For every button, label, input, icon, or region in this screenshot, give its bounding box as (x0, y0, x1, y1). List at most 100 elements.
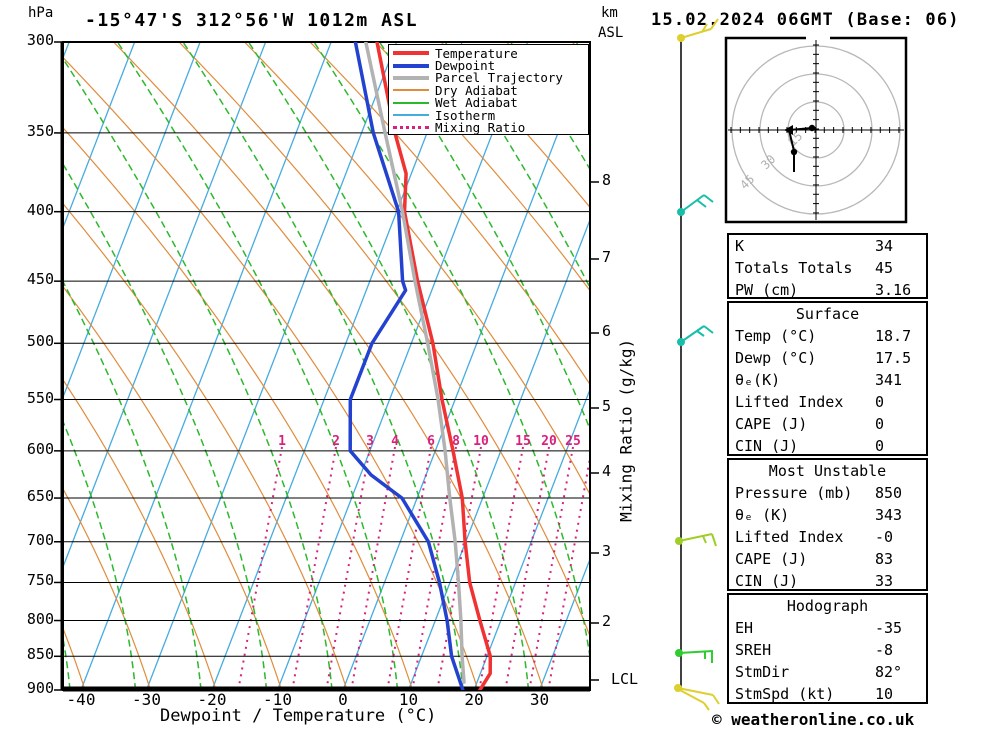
indices-table-surface: Surface Temp (°C) 18.7 Dewp (°C) 17.5 θₑ(K) 34… (727, 301, 928, 456)
isotherm-line (80, 42, 332, 690)
isotherm-line (342, 48, 590, 690)
wind-barb (702, 535, 707, 544)
table-title: Surface (795, 305, 860, 323)
dry-adiabat-line (178, 42, 590, 639)
legend-line-sample (393, 114, 429, 117)
temperature-tick-label: -20 (197, 690, 227, 709)
row-label: Dewp (°C) (735, 349, 817, 367)
legend-item: Dry Adiabat (393, 83, 588, 98)
temperature-tick-label: -10 (263, 690, 292, 709)
dry-adiabat-line (63, 285, 283, 690)
row-value: 0 (875, 393, 885, 411)
wet-adiabat-line (63, 162, 268, 690)
table-row: Dewp (°C) 17.5 (729, 347, 926, 369)
row-label: Totals Totals (735, 259, 853, 277)
wet-adiabat-line (182, 42, 464, 690)
pressure-tick-label: 650 (26, 487, 54, 506)
row-value: -8 (875, 641, 894, 659)
table-title: Hodograph (786, 597, 869, 615)
row-label: CAPE (J) (735, 550, 808, 568)
table-row: CIN (J) 0 (729, 435, 926, 457)
pressure-gridlines (54, 41, 590, 691)
wet-adiabat-line (313, 42, 590, 663)
legend-item: Mixing Ratio (393, 120, 588, 135)
pressure-axis-unit: hPa (28, 5, 54, 21)
row-value: 10 (875, 685, 894, 703)
row-value: 341 (875, 371, 903, 389)
row-label: Pressure (mb) (735, 484, 853, 502)
row-label: StmSpd (kt) (735, 685, 835, 703)
table-row: Temp (°C) 18.7 (729, 325, 926, 347)
pressure-tick-label: 900 (26, 679, 54, 697)
altitude-axis-unit: km (601, 5, 618, 21)
table-row: CAPE (J) 0 (729, 413, 926, 435)
legend-item-label: Temperature (435, 45, 518, 61)
legend-item-label: Parcel Trajectory (435, 70, 563, 86)
table-row: PW (cm) 3.16 (729, 279, 926, 301)
copyright-link[interactable]: © weatheronline.co.uk (712, 710, 915, 729)
skewt-background-lines (63, 42, 590, 690)
legend-line-sample (393, 63, 429, 68)
wet-adiabat-line (247, 42, 530, 690)
temperature-tick-label: 10 (398, 690, 419, 709)
mixing-ratio-value-label: 20 (541, 434, 557, 449)
isotherm-line (63, 42, 267, 569)
row-label: Lifted Index (735, 528, 844, 546)
mixing-ratio-value-label: 15 (515, 434, 531, 449)
dry-adiabat-line (440, 42, 590, 209)
wind-barb (712, 694, 720, 705)
mixing-ratio-value-label: 3 (366, 434, 374, 449)
legend-line-sample (393, 101, 429, 104)
table-row: K 34 (729, 235, 926, 257)
isotherm-line (145, 42, 398, 690)
km-tick-label: 3 (602, 542, 612, 560)
wind-barb (680, 194, 705, 213)
hodograph-trace-dot (808, 124, 816, 132)
sounding-traces (348, 42, 493, 690)
legend-line-sample (393, 89, 429, 92)
wet-adiabat-line (116, 42, 399, 690)
legend-item: Wet Adiabat (393, 95, 588, 111)
temperature-tick-label: -30 (132, 690, 161, 709)
km-tick-label: 7 (602, 248, 612, 266)
wet-adiabat-line (509, 42, 590, 171)
legend-item-label: Isotherm (435, 107, 496, 123)
isotherm-line (276, 42, 529, 690)
legend-line-sample (393, 126, 429, 130)
dry-adiabat-line (375, 42, 590, 292)
legend-item-label: Wet Adiabat (435, 95, 518, 111)
indices-table-stability: K 34 Totals Totals 45 PW (cm) 3.16 (727, 233, 928, 299)
run-date: 15.02.2024 06GMT (Base: 06) (651, 10, 960, 30)
row-value: 33 (875, 572, 894, 590)
row-label: CIN (J) (735, 437, 799, 455)
row-label: Lifted Index (735, 393, 844, 411)
pressure-tick-label: 500 (26, 332, 54, 351)
row-value: -0 (875, 528, 894, 546)
row-label: EH (735, 619, 754, 637)
dry-adiabat-line (63, 56, 479, 690)
row-value: 0 (875, 437, 885, 455)
dry-adiabat-line (113, 42, 545, 690)
mixing-ratio-value-label: 8 (452, 434, 460, 449)
mixing-ratio-line (478, 446, 524, 690)
row-label: StmDir (735, 663, 790, 681)
isotherm-line (211, 42, 463, 690)
row-label: CAPE (J) (735, 415, 808, 433)
wind-barb (677, 687, 714, 696)
dry-adiabat-line (63, 126, 414, 690)
pressure-tick-label: 750 (26, 571, 54, 590)
km-tick-label: 5 (602, 397, 612, 415)
wind-barb (711, 533, 717, 547)
pressure-tick-label: 550 (26, 388, 54, 407)
mixing-ratio-value-label: 10 (473, 434, 489, 449)
temperature-tick-label: 30 (529, 690, 550, 709)
mixing-ratio-value-label: 2 (332, 434, 340, 449)
row-label: CIN (J) (735, 572, 799, 590)
wind-barb-station-dot (675, 537, 683, 545)
table-row: SREH -8 (729, 639, 926, 661)
wind-barb (696, 330, 705, 337)
wet-adiabat-line (63, 419, 137, 690)
mixing-ratio-line (547, 452, 590, 690)
table-row: Totals Totals 45 (729, 257, 926, 279)
